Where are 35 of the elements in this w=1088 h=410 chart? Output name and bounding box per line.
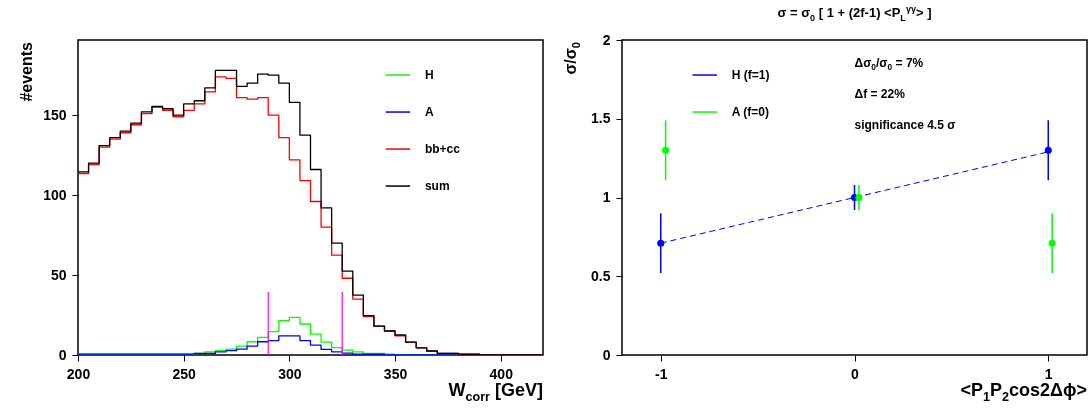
y-tick-label: 2 — [602, 31, 611, 48]
y-tick-label: 50 — [50, 266, 67, 283]
annotation: Δσ$_{0}$/σ$_{0}$ = 7% — [854, 55, 924, 73]
y-tick-label: 1.5 — [591, 110, 611, 127]
legend-label: H — [424, 68, 434, 83]
x-tick-label: 0 — [851, 365, 860, 382]
y-tick-label: 0.5 — [591, 267, 611, 284]
x-tick-label: 200 — [66, 365, 91, 382]
point — [1048, 239, 1056, 247]
point — [662, 146, 670, 154]
point — [1044, 146, 1052, 154]
x-axis-title: <P$_{1}$P$_{2}$cos2Δϕ> — [960, 380, 1087, 404]
x-tick-label: 400 — [489, 365, 514, 382]
annotation: significance 4.5 σ — [854, 117, 956, 132]
legend-label: A (f=0) — [731, 105, 769, 120]
point — [855, 193, 863, 202]
x-tick-label: 300 — [278, 365, 302, 382]
x-tick-label: 350 — [383, 365, 408, 382]
y-tick-label: 0 — [602, 346, 611, 363]
y-tick-label: 150 — [43, 106, 67, 123]
legend-label: sum — [424, 179, 450, 194]
x-tick-label: -1 — [655, 365, 668, 382]
x-axis-title: W$_{corr}$ [GeV] — [448, 380, 543, 404]
annotation: Δf = 22% — [854, 86, 905, 101]
y-tick-label: 1 — [602, 189, 611, 205]
legend-label: A — [424, 105, 434, 120]
legend-label: H (f=1) — [731, 68, 770, 83]
y-tick-label: 100 — [43, 186, 67, 203]
point — [657, 239, 665, 247]
y-axis-title: #events — [18, 42, 36, 102]
x-tick-label: 250 — [172, 365, 197, 382]
y-tick-label: 0 — [58, 346, 67, 363]
chart-title: σ = σ$_{0}$ [ 1 + (2f-1) <P$_{L}$$^{γγ}$> ] — [776, 4, 933, 23]
legend-label: bb+cc — [424, 142, 461, 157]
x-tick-label: 1 — [1044, 365, 1053, 382]
